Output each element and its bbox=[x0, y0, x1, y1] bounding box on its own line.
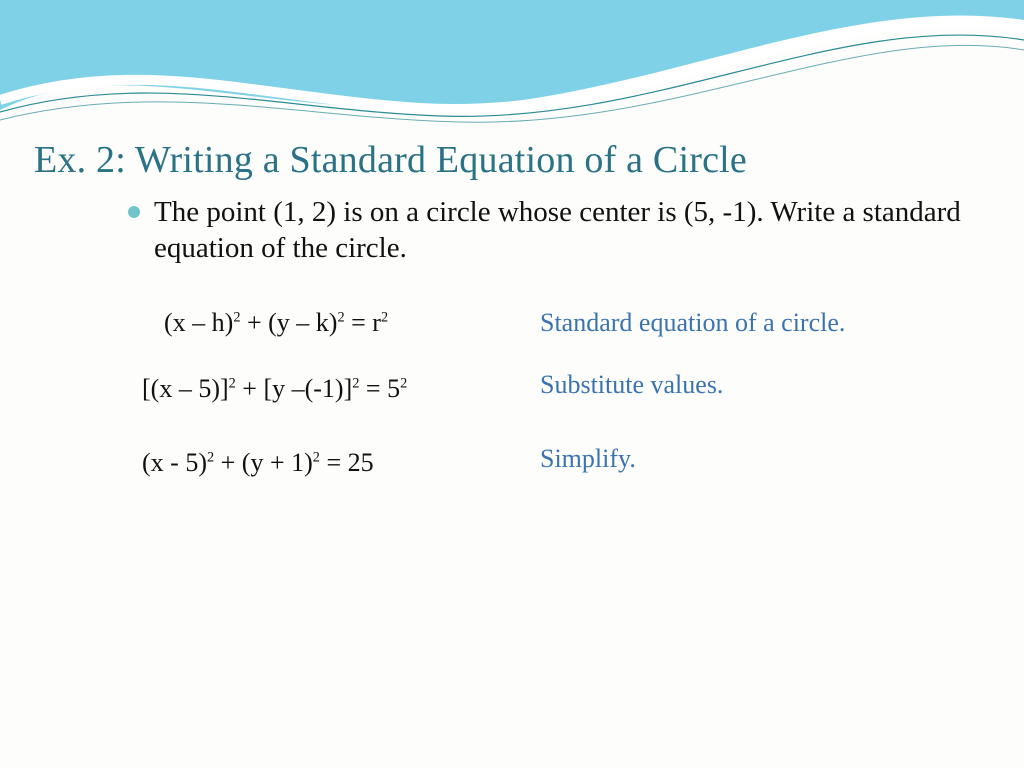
problem-statement-bullet: The point (1, 2) is on a circle whose ce… bbox=[128, 194, 998, 267]
equation-step-3: (x - 5)2 + (y + 1)2 = 25 bbox=[142, 448, 374, 478]
equation-step-2: [(x – 5)]2 + [y –(-1)]2 = 52 bbox=[142, 374, 407, 404]
problem-statement-text: The point (1, 2) is on a circle whose ce… bbox=[154, 194, 998, 267]
equation-step-1: (x – h)2 + (y – k)2 = r2 bbox=[164, 308, 388, 338]
explanation-step-2: Substitute values. bbox=[540, 370, 723, 400]
explanation-step-1: Standard equation of a circle. bbox=[540, 308, 845, 338]
bullet-icon bbox=[128, 206, 140, 218]
explanation-step-3: Simplify. bbox=[540, 444, 636, 474]
slide-title: Ex. 2: Writing a Standard Equation of a … bbox=[34, 138, 747, 182]
